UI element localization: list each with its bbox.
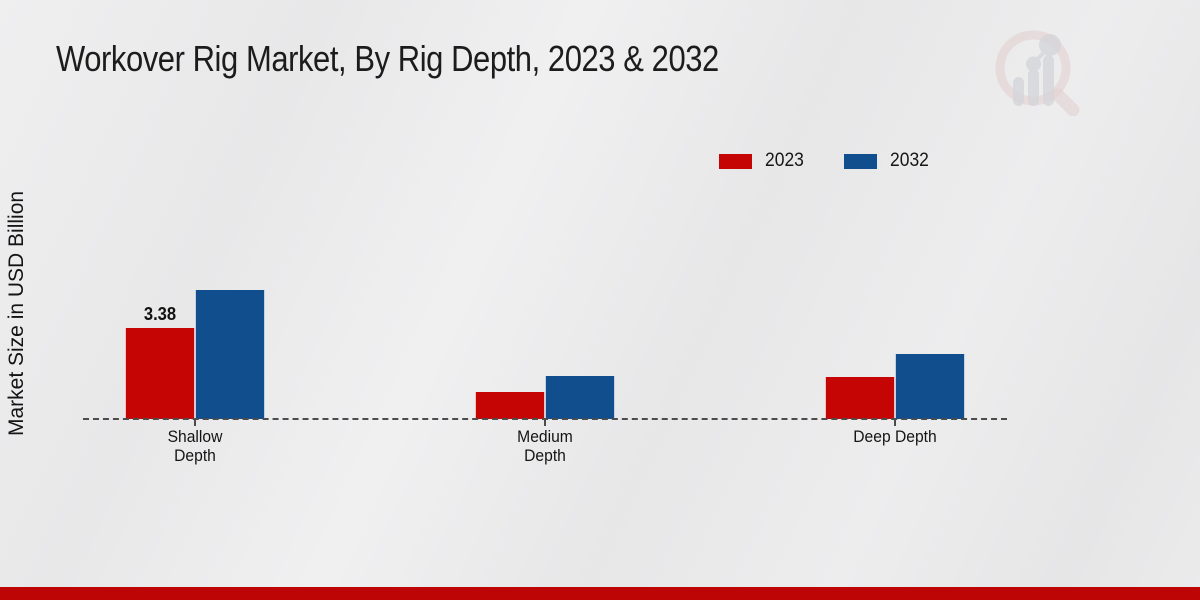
legend-label: 2032 [890, 150, 930, 171]
axis-tick-deep-depth [894, 419, 896, 426]
chart-title: Workover Rig Market, By Rig Depth, 2023 … [56, 38, 719, 79]
bar-2032-shallow-depth [195, 290, 265, 419]
magnifier-ring-icon [995, 30, 1071, 106]
category-label-deep-depth: Deep Depth [853, 427, 937, 446]
bar-2032-medium-depth [545, 376, 615, 419]
bar-2023-shallow-depth [125, 328, 195, 419]
axis-tick-shallow-depth [194, 419, 196, 426]
category-label-shallow-depth: Shallow Depth [167, 427, 223, 465]
market-research-magnifier-logo [995, 30, 1080, 116]
bar-2032-deep-depth [895, 354, 965, 419]
legend-swatch-2023 [719, 153, 752, 169]
data-label-2023-shallow-depth: 3.38 [143, 304, 177, 324]
legend: 2023 2032 [719, 150, 933, 172]
logo-bar-chart-icon [1013, 34, 1061, 106]
axis-tick-medium-depth [544, 419, 546, 426]
footer-accent-bar [0, 587, 1200, 600]
legend-item-2032: 2032 [844, 150, 932, 172]
legend-item-2023: 2023 [719, 150, 807, 172]
bar-2023-deep-depth [825, 377, 895, 419]
category-label-medium-depth: Medium Depth [517, 427, 573, 465]
legend-swatch-2032 [844, 153, 878, 169]
magnifier-handle-icon [1051, 88, 1080, 116]
legend-label: 2023 [765, 150, 804, 171]
bar-2023-medium-depth [475, 392, 545, 419]
